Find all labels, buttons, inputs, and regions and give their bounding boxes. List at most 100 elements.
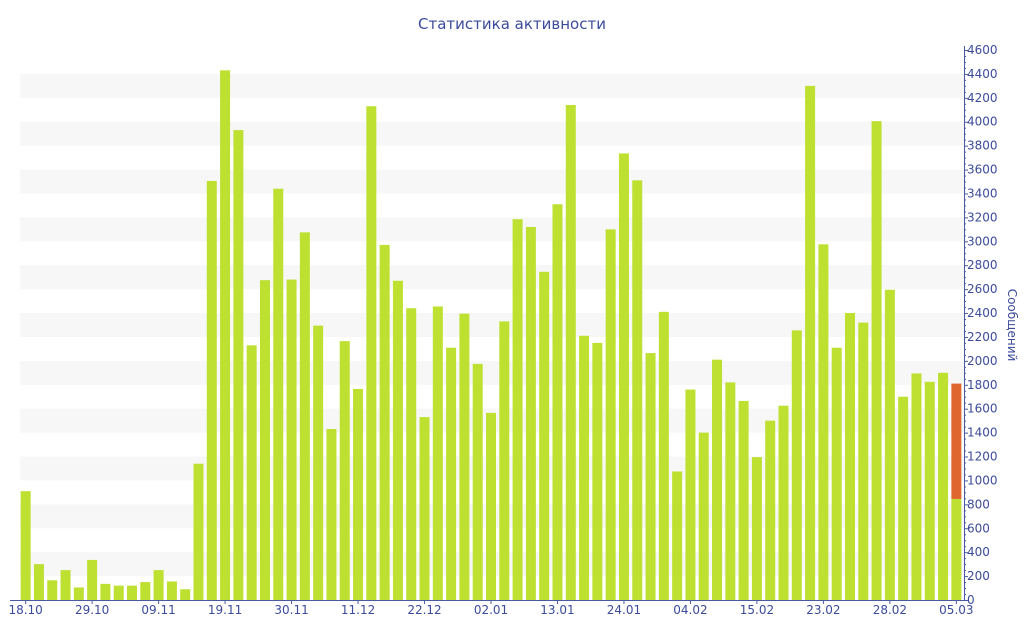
bar-main <box>246 345 257 600</box>
y-tick-label: 2600 <box>967 282 998 296</box>
bar-main <box>33 564 44 600</box>
bar-main <box>725 382 736 600</box>
bar-main <box>20 491 31 600</box>
grid-band <box>20 265 964 290</box>
bar-main <box>366 106 377 601</box>
bar-main <box>738 400 749 600</box>
bar-main <box>712 359 723 600</box>
y-tick-label: 4000 <box>967 115 998 129</box>
bar-main <box>392 280 403 600</box>
bar-main <box>552 204 563 600</box>
y-tick-label: 2000 <box>967 354 998 368</box>
bar-main <box>592 342 603 600</box>
bar-main <box>805 85 816 600</box>
bar-main <box>299 232 310 600</box>
y-tick-label: 1200 <box>967 450 998 464</box>
bar-main <box>153 570 164 600</box>
chart-title: Статистика активности <box>418 15 606 33</box>
y-tick-label: 3000 <box>967 234 998 248</box>
bar-main <box>858 322 869 600</box>
bar-main <box>286 279 297 600</box>
y-tick-label: 1000 <box>967 473 998 487</box>
bar-main <box>166 581 177 600</box>
x-tick-label: 24.01 <box>607 603 641 617</box>
bar-main <box>273 188 284 600</box>
bar-main <box>645 353 656 600</box>
bar-main <box>113 585 124 600</box>
bar-main <box>539 271 550 600</box>
bar-main <box>127 585 138 600</box>
x-tick-label: 15.02 <box>740 603 774 617</box>
bar-main <box>206 180 217 600</box>
bar-main <box>313 325 324 600</box>
bar-main <box>525 226 536 600</box>
x-tick-label: 02.01 <box>474 603 508 617</box>
y-tick-label: 3600 <box>967 163 998 177</box>
y-tick-label: 2200 <box>967 330 998 344</box>
bar-main <box>339 341 350 600</box>
x-tick-label: 11.12 <box>341 603 375 617</box>
bar-main <box>233 130 244 600</box>
bar-main <box>565 105 576 600</box>
bar-main <box>751 457 762 600</box>
x-tick-label: 30.11 <box>274 603 308 617</box>
bar-main <box>406 308 417 600</box>
bar-main <box>73 587 84 600</box>
bar-main <box>459 313 470 600</box>
bar-main <box>220 70 231 600</box>
bar-main <box>698 432 709 600</box>
bar-main <box>486 412 496 600</box>
bar-main <box>140 582 151 600</box>
bar-main <box>47 580 58 600</box>
bar-main <box>658 311 669 600</box>
bar-main <box>818 244 829 601</box>
bar-main <box>87 559 98 600</box>
bar-main <box>898 396 909 600</box>
bar-main <box>499 321 510 600</box>
x-tick-label: 23.02 <box>806 603 840 617</box>
bar-main <box>685 389 696 600</box>
bar-main <box>765 420 776 600</box>
bar-main <box>100 583 111 600</box>
bar-main <box>884 289 895 600</box>
x-tick-label: 09.11 <box>141 603 175 617</box>
bar-main <box>938 372 949 600</box>
x-tick-label: 19.11 <box>208 603 242 617</box>
grid-band <box>20 121 964 146</box>
x-tick-label: 13.01 <box>540 603 574 617</box>
bar-main <box>924 381 935 600</box>
bar-main <box>632 180 643 600</box>
bar-main <box>379 244 390 601</box>
bar-main <box>605 229 616 600</box>
bar-main <box>180 589 191 600</box>
y-tick-label: 2400 <box>967 306 998 320</box>
y-tick-label: 600 <box>967 521 990 535</box>
y-tick-label: 4200 <box>967 91 998 105</box>
bar-main <box>419 417 430 600</box>
y-tick-label: 3800 <box>967 139 998 153</box>
bar-main <box>831 347 842 600</box>
bar-main <box>432 306 443 600</box>
y-tick-label: 4600 <box>967 43 998 57</box>
y-tick-label: 0 <box>967 593 975 607</box>
y-tick-label: 200 <box>967 569 990 583</box>
grid-band <box>20 73 964 98</box>
x-tick-label: 22.12 <box>407 603 441 617</box>
bar-main <box>791 330 802 600</box>
bar-main <box>446 347 457 600</box>
bar-main <box>778 405 789 600</box>
y-tick-label: 2800 <box>967 258 998 272</box>
bar-main <box>326 429 337 600</box>
y-tick-label: 400 <box>967 545 990 559</box>
bar-main <box>353 388 364 600</box>
x-tick-label: 29.10 <box>75 603 109 617</box>
grid-band <box>20 217 964 242</box>
y-tick-label: 3200 <box>967 210 998 224</box>
y-tick-label: 4400 <box>967 67 998 81</box>
y-tick-label: 1400 <box>967 426 998 440</box>
bar-main <box>618 153 629 600</box>
y-tick-label: 1800 <box>967 378 998 392</box>
y-tick-label: 1600 <box>967 402 998 416</box>
x-tick-label: 04.02 <box>673 603 707 617</box>
bar-main <box>512 219 523 600</box>
